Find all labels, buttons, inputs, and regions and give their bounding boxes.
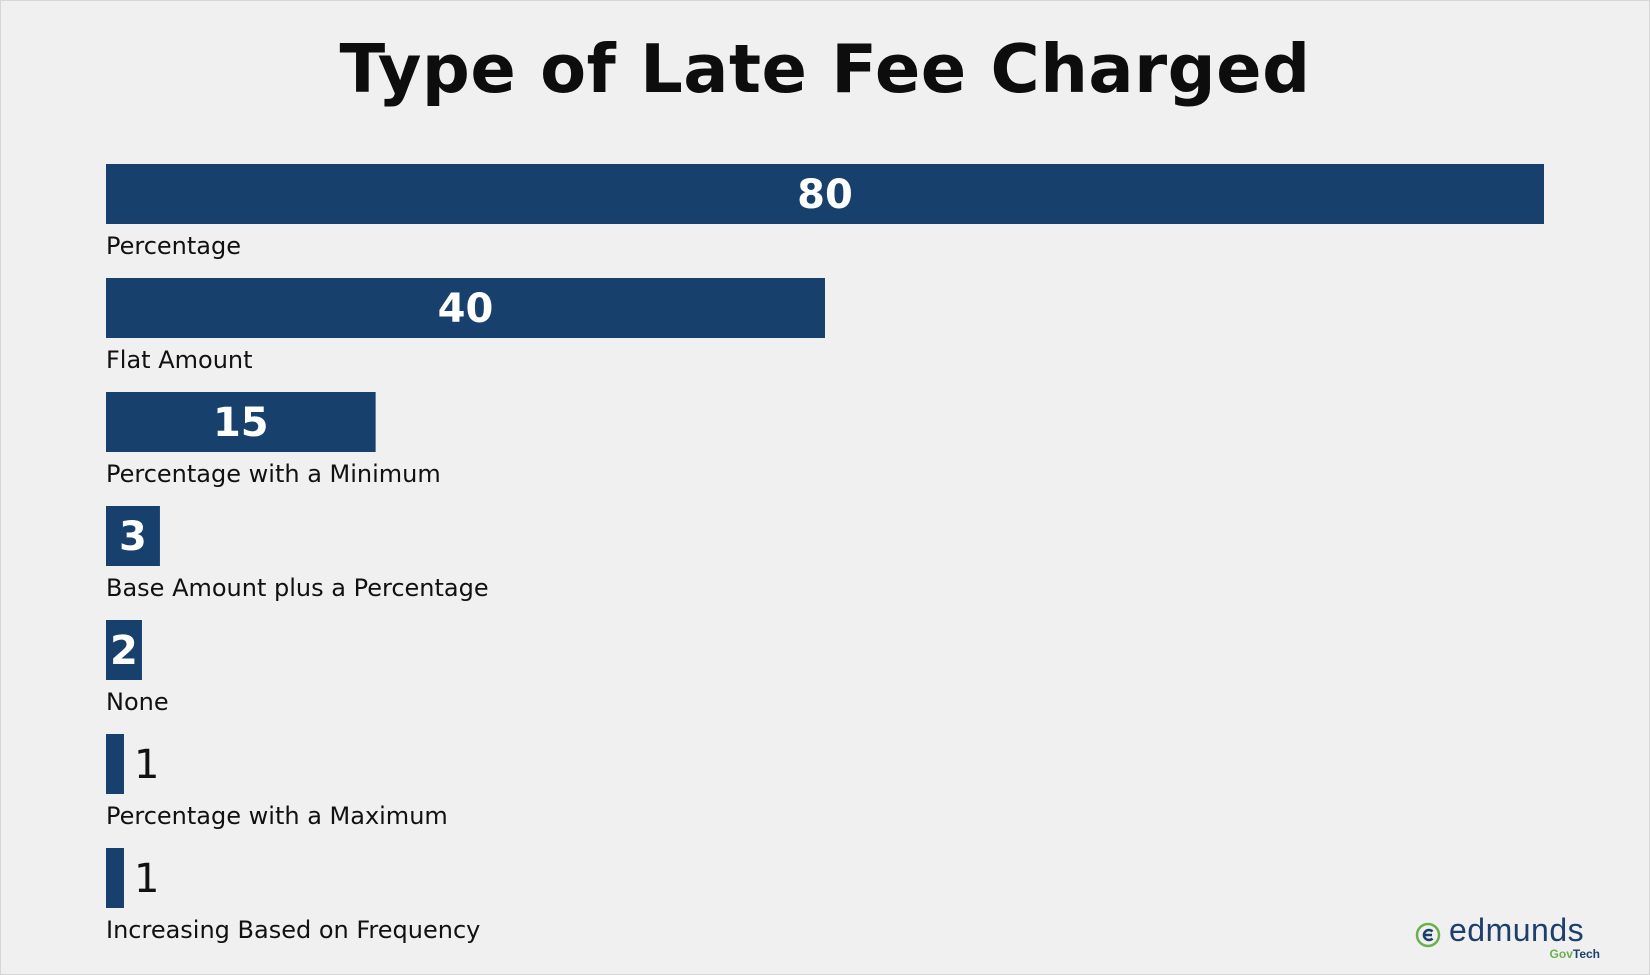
bar-value-label-1: 40 — [438, 286, 494, 332]
logo-subtitle-tech: Tech — [1572, 947, 1600, 961]
bar-value-label-0: 80 — [797, 172, 853, 218]
bar-2 — [106, 392, 376, 452]
bar-value-label-5: 1 — [134, 742, 159, 788]
bar-0 — [106, 164, 1544, 224]
category-label-1: Flat Amount — [106, 346, 253, 374]
bar-value-label-6: 1 — [134, 856, 159, 902]
category-label-4: None — [106, 688, 169, 716]
bar-4 — [106, 620, 142, 680]
category-label-0: Percentage — [106, 232, 241, 260]
category-label-3: Base Amount plus a Percentage — [106, 574, 489, 602]
category-label-2: Percentage with a Minimum — [106, 460, 441, 488]
logo-subtitle-gov: Gov — [1549, 947, 1573, 961]
logo-subtitle: GovTech — [1550, 948, 1600, 960]
bar-value-label-3: 3 — [119, 514, 147, 560]
bar-5 — [106, 734, 124, 794]
bar-6 — [106, 848, 124, 908]
category-label-6: Increasing Based on Frequency — [106, 916, 480, 944]
category-label-5: Percentage with a Maximum — [106, 802, 448, 830]
edmunds-logo-icon — [1415, 922, 1441, 948]
bar-value-label-4: 2 — [110, 628, 138, 674]
bar-3 — [106, 506, 160, 566]
logo-wordmark: edmunds — [1449, 912, 1585, 948]
bar-value-label-2: 15 — [213, 400, 269, 446]
edmunds-govtech-logo: edmunds GovTech — [1415, 910, 1600, 960]
bar-1 — [106, 278, 825, 338]
chart-title: Type of Late Fee Charged — [339, 30, 1311, 108]
